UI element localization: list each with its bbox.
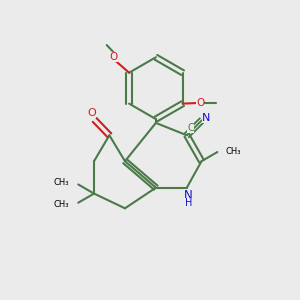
Text: C: C — [187, 123, 194, 133]
Text: N: N — [184, 189, 193, 203]
Text: CH₃: CH₃ — [54, 200, 69, 209]
Text: O: O — [87, 109, 96, 118]
Text: O: O — [196, 98, 205, 108]
Text: CH₃: CH₃ — [54, 178, 69, 188]
Text: O: O — [110, 52, 118, 62]
Text: CH₃: CH₃ — [226, 147, 241, 156]
Text: N: N — [202, 113, 210, 123]
Text: H: H — [184, 198, 192, 208]
